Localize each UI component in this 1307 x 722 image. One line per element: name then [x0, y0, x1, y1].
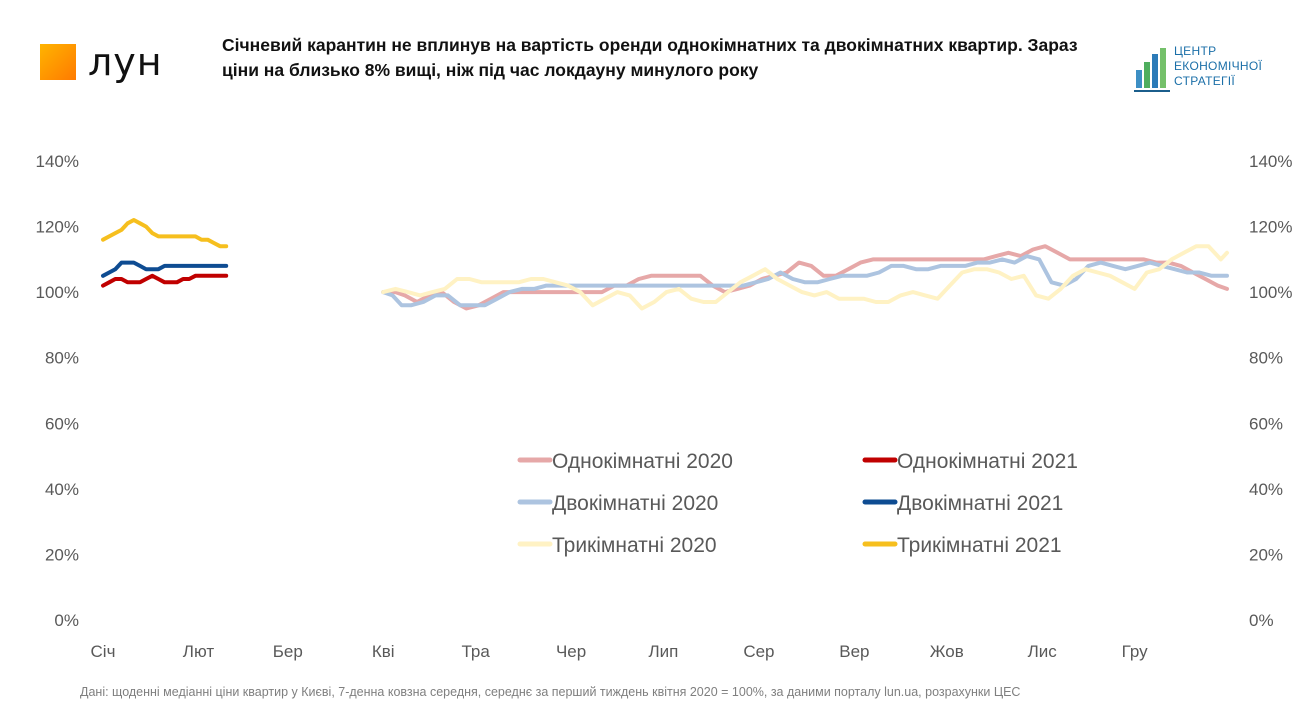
- x-axis: Січ Лют Бер Кві Тра Чер Лип Сер Вер Жов Лис Гру: [91, 642, 1149, 661]
- y-tick-label-right: 0%: [1249, 611, 1274, 630]
- series-line-1: [101, 273, 229, 288]
- y-tick-label-right: 140%: [1249, 152, 1292, 171]
- y-tick-label-left: 20%: [45, 545, 79, 564]
- y-tick-label-left: 120%: [36, 218, 79, 237]
- y-tick-label-right: 60%: [1249, 414, 1283, 433]
- ces-logo: ЦЕНТР ЕКОНОМІЧНОЇ СТРАТЕГІЇ: [1134, 44, 1262, 92]
- x-tick-label: Сер: [743, 642, 774, 661]
- x-tick-label: Лип: [649, 642, 679, 661]
- y-tick-label-left: 100%: [36, 283, 79, 302]
- legend-label: Однокімнатні 2021: [897, 450, 1078, 473]
- y-tick-label-right: 120%: [1249, 218, 1292, 237]
- ces-line-1: ЦЕНТР: [1174, 44, 1217, 58]
- ces-line-2: ЕКОНОМІЧНОЇ: [1174, 59, 1263, 73]
- x-tick-label: Січ: [91, 642, 116, 661]
- y-tick-label-right: 100%: [1249, 283, 1292, 302]
- legend-label: Двокімнатні 2021: [897, 492, 1063, 515]
- y-axis-left: 0% 20% 40% 60% 80% 100% 120% 140%: [36, 152, 79, 630]
- y-tick-label-left: 60%: [45, 414, 79, 433]
- y-tick-label-left: 40%: [45, 480, 79, 499]
- ces-line-3: СТРАТЕГІЇ: [1174, 74, 1236, 88]
- x-tick-label: Кві: [372, 642, 395, 661]
- lun-logo: лун: [40, 40, 163, 84]
- y-tick-label-left: 80%: [45, 349, 79, 368]
- legend-label: Трикімнатні 2021: [897, 534, 1062, 557]
- y-tick-label-right: 80%: [1249, 349, 1283, 368]
- series-line-0: [381, 244, 1229, 311]
- x-tick-label: Гру: [1122, 642, 1149, 661]
- lun-logo-text: лун: [88, 40, 163, 84]
- y-axis-right: 0% 20% 40% 60% 80% 100% 120% 140%: [1249, 152, 1292, 630]
- footnote: Дані: щоденні медіанні ціни квартир у Ки…: [80, 685, 1021, 699]
- ces-logo-text: ЦЕНТР ЕКОНОМІЧНОЇ СТРАТЕГІЇ: [1174, 44, 1262, 89]
- series-line-3: [101, 260, 229, 278]
- series-line-5: [101, 218, 229, 249]
- series-lines: [101, 218, 1229, 311]
- x-tick-label: Бер: [273, 642, 303, 661]
- x-tick-label: Лют: [183, 642, 215, 661]
- x-tick-label: Вер: [839, 642, 869, 661]
- legend-label: Однокімнатні 2020: [552, 450, 733, 473]
- series-line-4: [381, 244, 1229, 311]
- y-tick-label-left: 0%: [54, 611, 79, 630]
- x-tick-label: Чер: [556, 642, 586, 661]
- y-tick-label-left: 140%: [36, 152, 79, 171]
- legend: Однокімнатні 2020 Однокімнатні 2021 Двокім…: [517, 450, 1078, 557]
- legend-label: Трикімнатні 2020: [552, 534, 717, 557]
- y-tick-label-right: 20%: [1249, 545, 1283, 564]
- x-tick-label: Лис: [1028, 642, 1058, 661]
- ces-bars-icon: [1134, 44, 1170, 92]
- chart-title: Січневий карантин не вплинув на вартість…: [222, 35, 1078, 80]
- legend-label: Двокімнатні 2020: [552, 492, 718, 515]
- y-tick-label-right: 40%: [1249, 480, 1283, 499]
- x-tick-label: Жов: [930, 642, 964, 661]
- lun-logo-square-icon: [40, 44, 76, 80]
- x-tick-label: Тра: [461, 642, 490, 661]
